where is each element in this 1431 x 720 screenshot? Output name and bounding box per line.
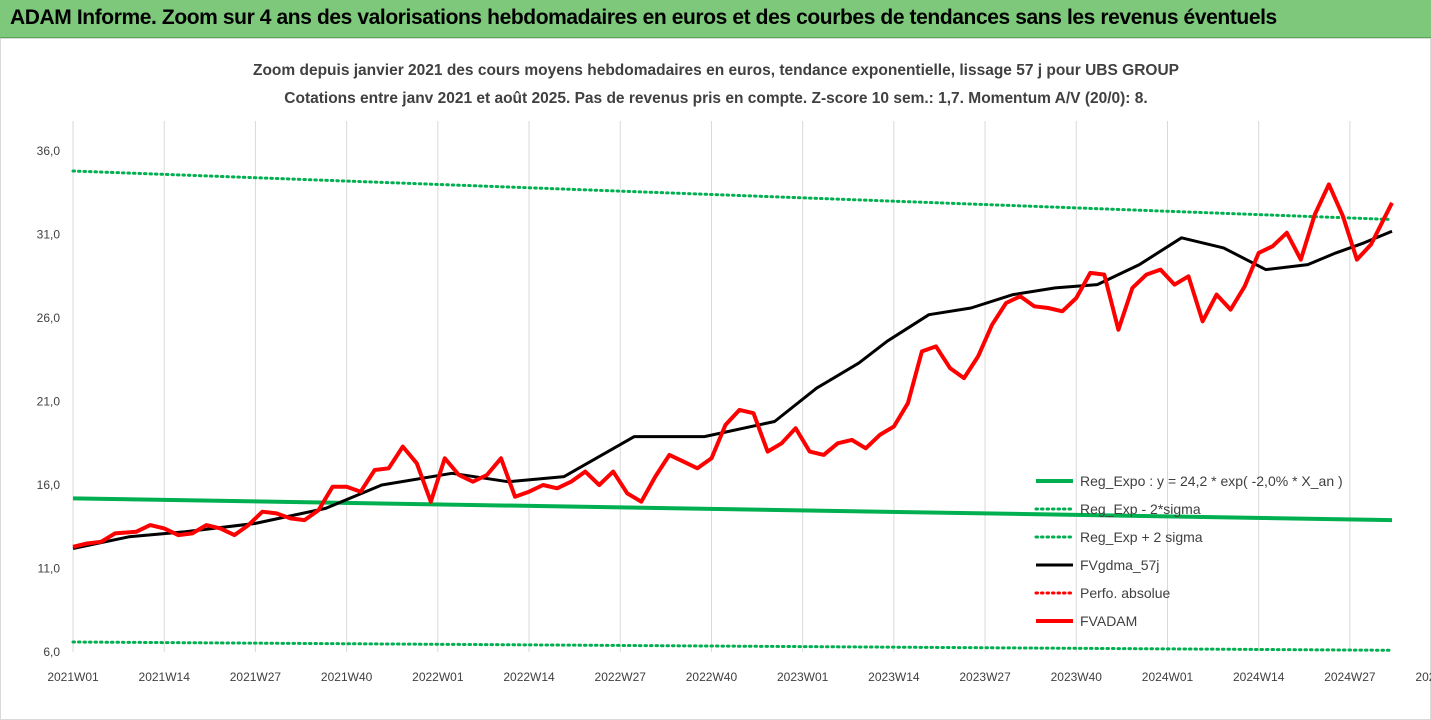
legend: Reg_Expo : y = 24,2 * exp( -2,0% * X_an … xyxy=(1034,473,1343,629)
x-tick-2023W14: 2023W14 xyxy=(868,670,920,684)
x-tick-2022W40: 2022W40 xyxy=(686,670,738,684)
y-tick-11: 11,0 xyxy=(38,562,61,576)
series-layer xyxy=(71,169,1394,652)
y-tick-16: 16,0 xyxy=(37,478,61,492)
legend-label-reg-expo-y-24-2-exp-2-0-x-an: Reg_Expo : y = 24,2 * exp( -2,0% * X_an … xyxy=(1080,473,1343,489)
x-tick-2023W01: 2023W01 xyxy=(777,670,829,684)
legend-label-reg-exp-2-sigma: Reg_Exp - 2*sigma xyxy=(1080,501,1201,517)
legend-label-perfo-absolue: Perfo. absolue xyxy=(1080,585,1170,601)
x-tick-2021W40: 2021W40 xyxy=(321,670,373,684)
x-tick-2023W27: 2023W27 xyxy=(959,670,1011,684)
x-tick-2024W27: 2024W27 xyxy=(1324,670,1376,684)
chart-frame xyxy=(0,38,1431,720)
chart-subtitle: Cotations entre janv 2021 et août 2025. … xyxy=(284,90,1147,107)
x-tick-2021W14: 2021W14 xyxy=(139,670,191,684)
legend-label-fvadam: FVADAM xyxy=(1080,613,1137,629)
x-tick-2021W27: 2021W27 xyxy=(230,670,282,684)
x-tick-2022W01: 2022W01 xyxy=(412,670,464,684)
x-tick-2024W14: 2024W14 xyxy=(1233,670,1285,684)
x-tick-2023W40: 2023W40 xyxy=(1051,670,1103,684)
series-fvadam xyxy=(72,182,1394,549)
series-reg-exp-2-sigma xyxy=(71,169,1394,221)
y-axis: 6,0 11,0 16,0 21,0 26,0 31,0 36,0 xyxy=(37,144,61,659)
legend-label-fvgdma-57j: FVgdma_57j xyxy=(1080,557,1159,573)
series-fvgdma-57j xyxy=(72,229,1393,550)
x-axis: 2021W01 2021W14 2021W27 2021W40 2022W01 2022W… xyxy=(47,670,1431,684)
y-tick-36: 36,0 xyxy=(37,144,61,158)
series-reg-exp-2-sigma xyxy=(71,640,1394,652)
chart-title: Zoom depuis janvier 2021 des cours moyen… xyxy=(253,62,1179,79)
x-tick-2022W27: 2022W27 xyxy=(595,670,647,684)
series-reg-expo-y-24-2-exp-2-0-x-an xyxy=(72,496,1393,523)
x-tick-2024W01: 2024W01 xyxy=(1142,670,1194,684)
report-title: ADAM Informe. Zoom sur 4 ans des valoris… xyxy=(10,6,1277,29)
y-tick-21: 21,0 xyxy=(37,395,61,409)
x-tick-2022W14: 2022W14 xyxy=(503,670,555,684)
x-tick-2024W40: 2024W40 xyxy=(1415,670,1431,684)
x-tick-2021W01: 2021W01 xyxy=(47,670,99,684)
y-tick-26: 26,0 xyxy=(37,311,61,325)
y-tick-6: 6,0 xyxy=(43,645,60,659)
y-tick-31: 31,0 xyxy=(37,228,61,242)
legend-label-reg-exp-2-sigma: Reg_Exp + 2 sigma xyxy=(1080,529,1203,545)
report-banner: ADAM Informe. Zoom sur 4 ans des valoris… xyxy=(0,0,1431,38)
vertical-gridlines xyxy=(72,121,1351,652)
